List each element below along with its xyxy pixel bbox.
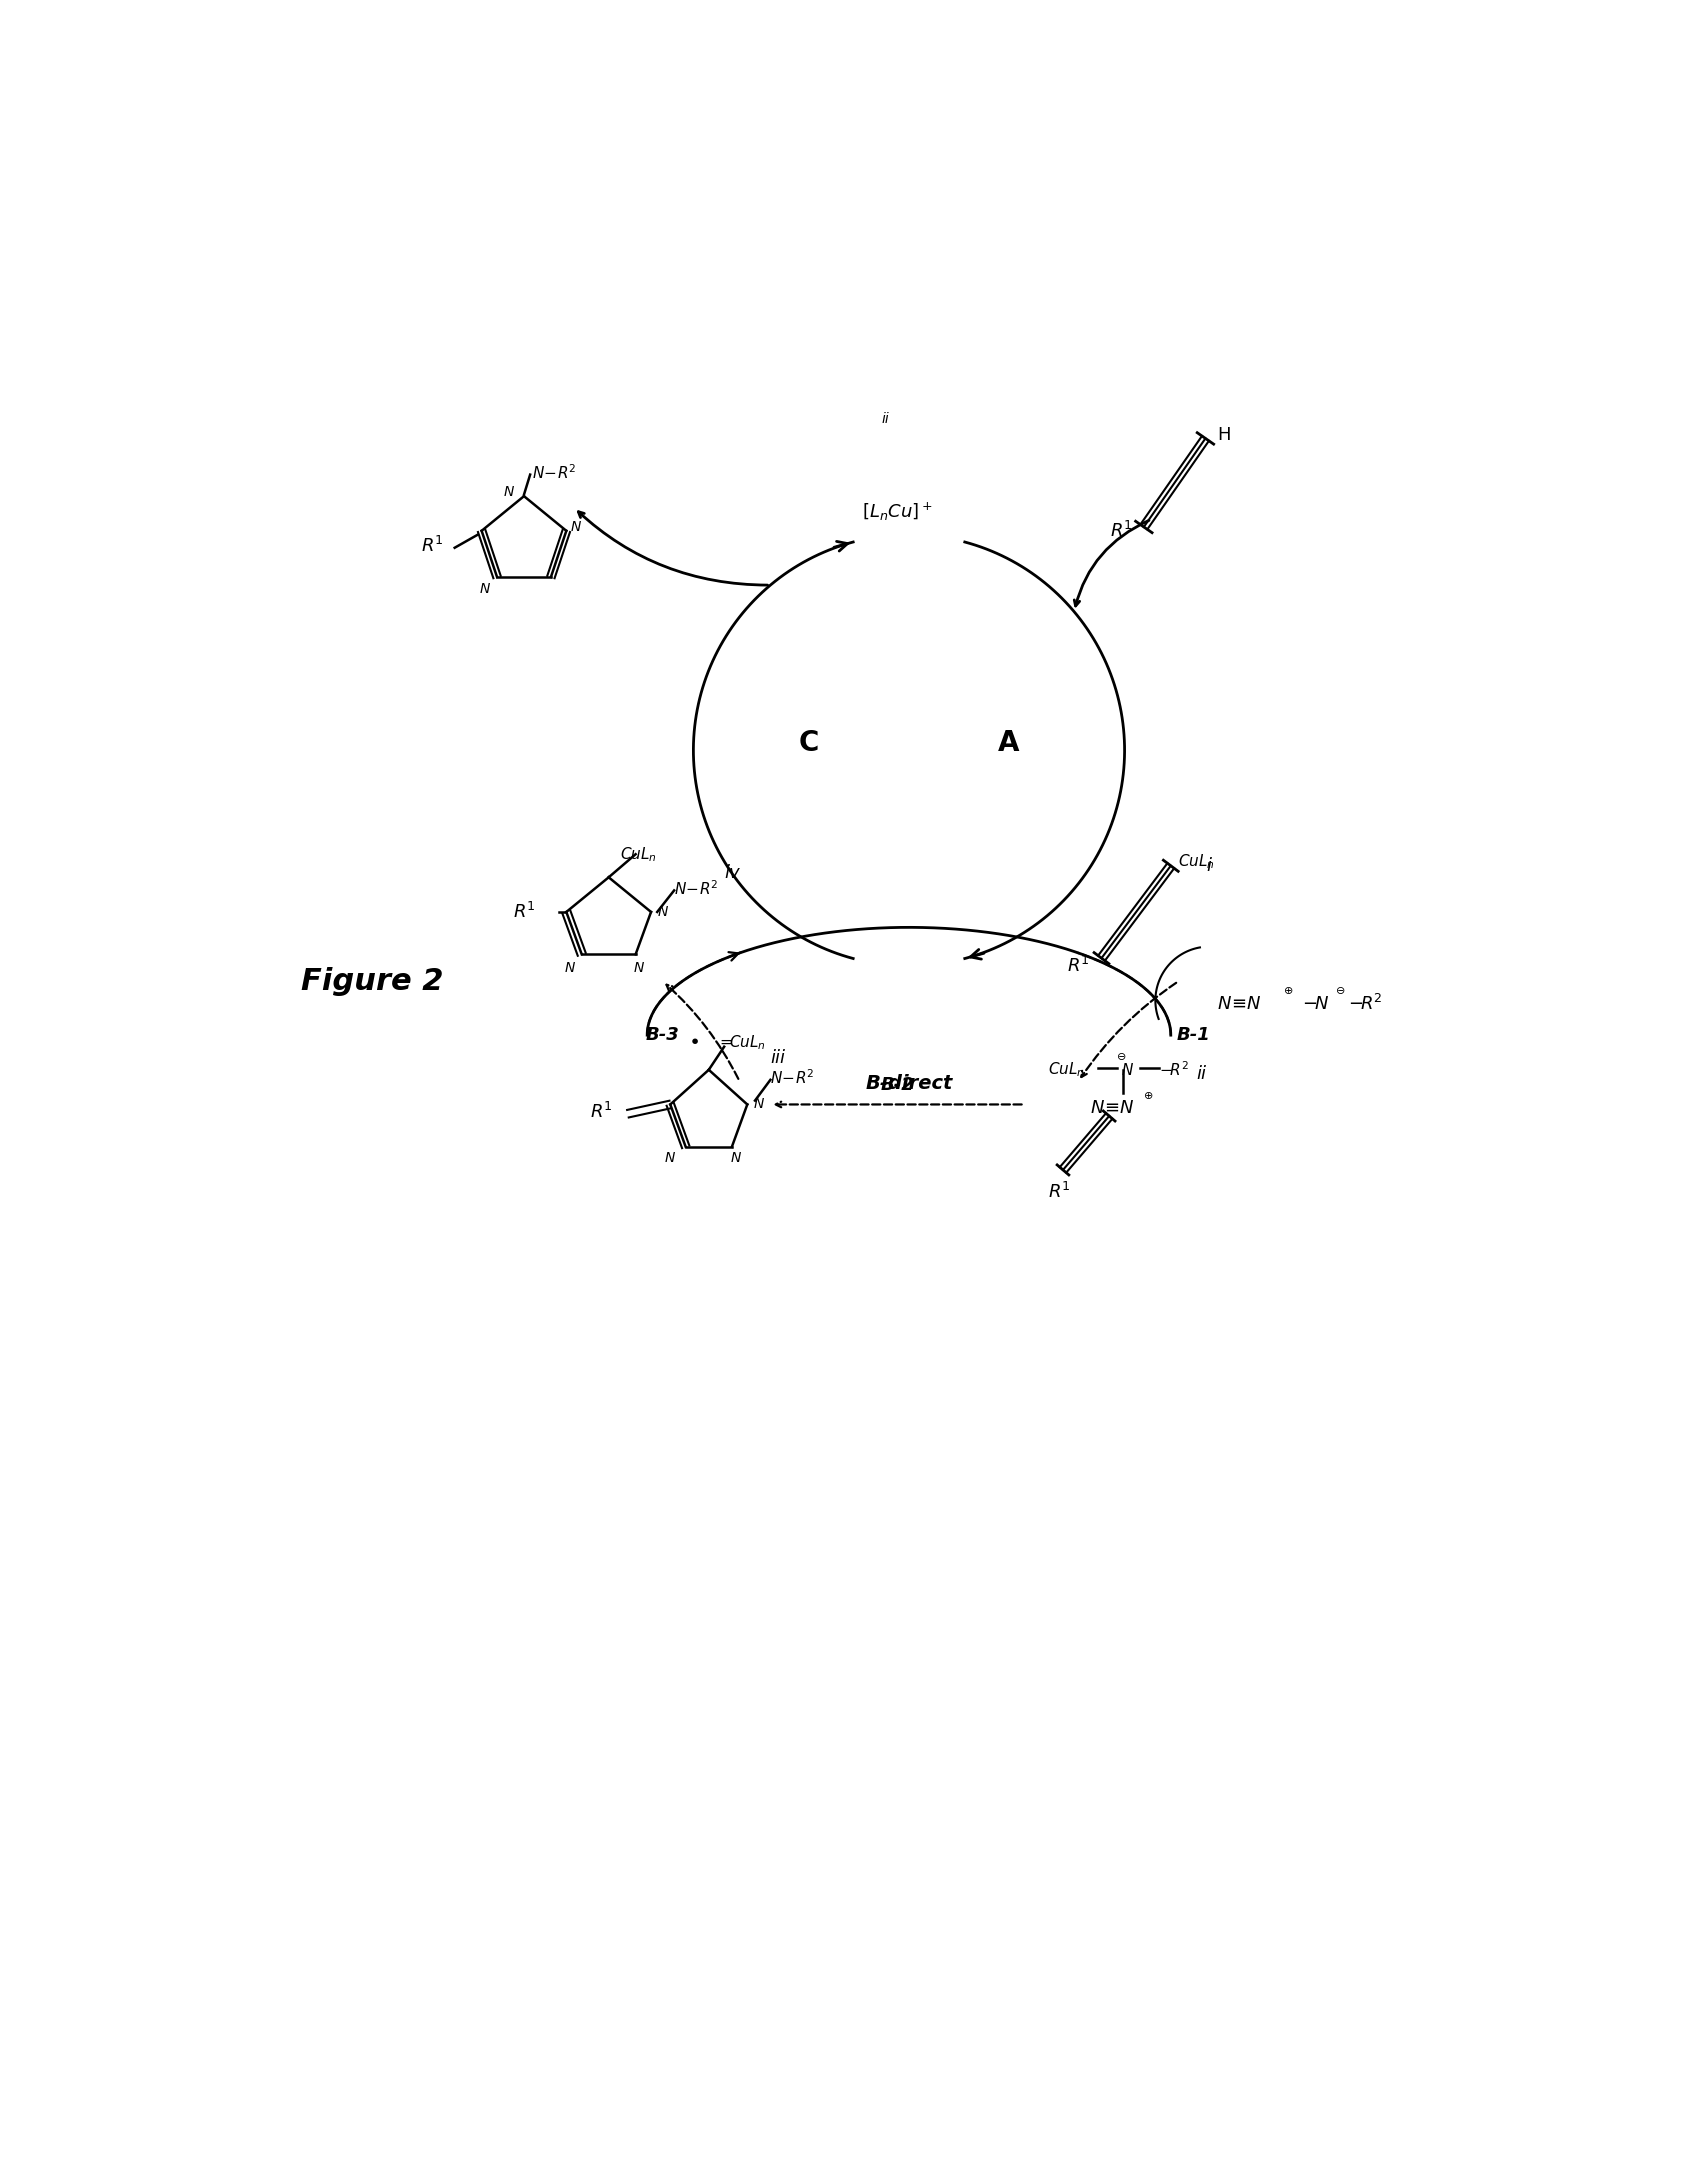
Text: $N$: $N$ bbox=[564, 961, 576, 976]
Text: $N$: $N$ bbox=[634, 961, 645, 976]
Text: $N$: $N$ bbox=[664, 1151, 676, 1166]
Text: $[L_nCu]^+$: $[L_nCu]^+$ bbox=[862, 500, 933, 524]
Text: $R^1$: $R^1$ bbox=[590, 1103, 613, 1123]
Text: C: C bbox=[798, 729, 820, 756]
Text: $CuL_n$: $CuL_n$ bbox=[620, 845, 657, 863]
Text: $N\!-\!R^2$: $N\!-\!R^2$ bbox=[532, 463, 576, 483]
Text: $R^1$: $R^1$ bbox=[1049, 1182, 1071, 1201]
Text: ii: ii bbox=[1196, 1064, 1206, 1083]
Text: $R^1$: $R^1$ bbox=[1067, 957, 1089, 976]
Text: $N\!-\!R^2$: $N\!-\!R^2$ bbox=[771, 1068, 815, 1088]
Text: $N$: $N$ bbox=[730, 1151, 742, 1166]
Text: $CuL_n$: $CuL_n$ bbox=[1179, 852, 1215, 871]
Text: $CuL_n$: $CuL_n$ bbox=[1047, 1061, 1084, 1079]
Text: i: i bbox=[1206, 856, 1211, 876]
Text: iv: iv bbox=[723, 865, 740, 882]
Text: B-direct: B-direct bbox=[866, 1075, 952, 1092]
Text: $\oplus$: $\oplus$ bbox=[1282, 985, 1293, 996]
Text: $R^1$: $R^1$ bbox=[1110, 520, 1132, 542]
Text: A: A bbox=[998, 729, 1020, 756]
Text: $-\!R^2$: $-\!R^2$ bbox=[1159, 1061, 1189, 1079]
Text: $N$: $N$ bbox=[657, 904, 669, 919]
Text: $R^1$: $R^1$ bbox=[420, 535, 444, 557]
Text: $N$: $N$ bbox=[754, 1096, 766, 1112]
Text: H: H bbox=[1216, 426, 1230, 443]
Text: $-\!N$: $-\!N$ bbox=[1301, 996, 1328, 1013]
Text: $N\!-\!R^2$: $N\!-\!R^2$ bbox=[674, 880, 718, 898]
Text: $N$: $N$ bbox=[1121, 1061, 1133, 1079]
Text: $N$: $N$ bbox=[479, 581, 491, 596]
Text: $\!\!=\!\!CuL_n$: $\!\!=\!\!CuL_n$ bbox=[720, 1033, 766, 1053]
Text: B-3: B-3 bbox=[645, 1026, 679, 1044]
Text: $\oplus$: $\oplus$ bbox=[1142, 1090, 1154, 1101]
Text: $N\!\equiv\!N$: $N\!\equiv\!N$ bbox=[1089, 1099, 1135, 1118]
Text: Figure 2: Figure 2 bbox=[302, 968, 444, 996]
Text: ii: ii bbox=[883, 413, 889, 426]
Text: $R^1$: $R^1$ bbox=[513, 902, 535, 922]
Text: $N\!\equiv\!N$: $N\!\equiv\!N$ bbox=[1216, 996, 1262, 1013]
Text: $N$: $N$ bbox=[503, 485, 515, 500]
Text: $N$: $N$ bbox=[571, 520, 583, 533]
Text: $-\!R^2$: $-\!R^2$ bbox=[1348, 994, 1382, 1013]
Text: B-1: B-1 bbox=[1177, 1026, 1211, 1044]
Text: $\ominus$: $\ominus$ bbox=[1116, 1051, 1127, 1061]
Text: iii: iii bbox=[771, 1048, 786, 1068]
Text: B-2: B-2 bbox=[881, 1077, 915, 1094]
Text: $\ominus$: $\ominus$ bbox=[1335, 985, 1345, 996]
Text: $\bullet$: $\bullet$ bbox=[688, 1029, 700, 1048]
